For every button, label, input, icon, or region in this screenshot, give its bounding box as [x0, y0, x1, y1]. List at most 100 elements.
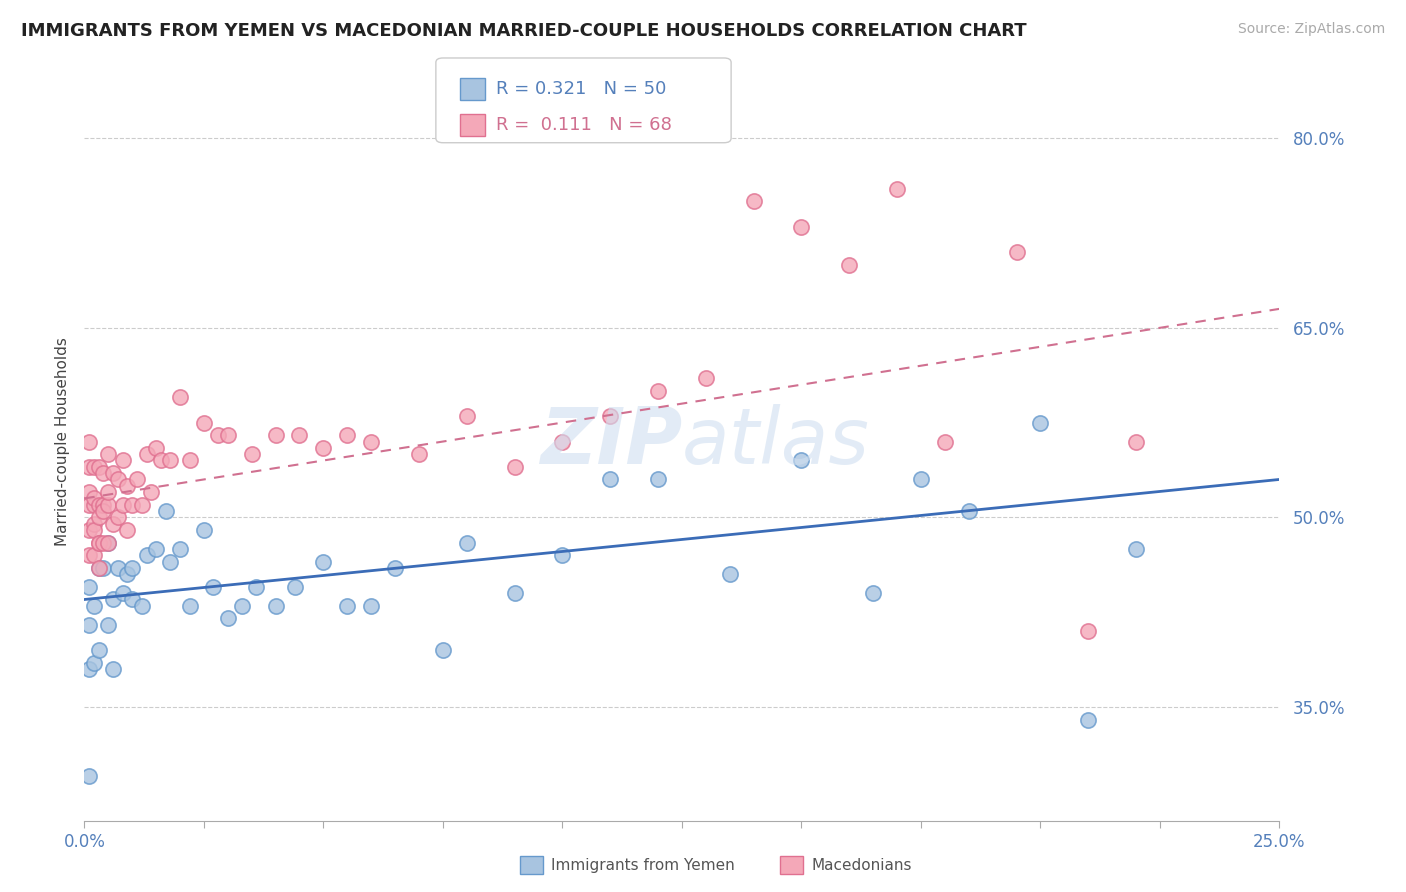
Text: atlas: atlas: [682, 403, 870, 480]
Point: [264, 599, 287, 613]
Point: [121, 498, 143, 512]
Point: [141, 485, 163, 500]
Point: [83, 656, 105, 670]
Text: R =  0.111   N = 68: R = 0.111 N = 68: [496, 116, 672, 134]
Point: [101, 592, 124, 607]
Point: [934, 434, 956, 449]
Point: [83, 523, 105, 537]
Point: [87, 510, 110, 524]
Point: [135, 548, 157, 563]
Text: ZIP: ZIP: [540, 403, 682, 480]
Point: [456, 409, 478, 424]
Point: [77, 580, 100, 594]
Point: [599, 409, 621, 424]
Point: [83, 548, 105, 563]
Point: [145, 541, 167, 556]
Point: [97, 485, 120, 500]
Point: [1125, 434, 1147, 449]
Point: [149, 453, 172, 467]
Point: [288, 428, 311, 442]
Point: [135, 447, 157, 461]
Point: [551, 548, 574, 563]
Text: Immigrants from Yemen: Immigrants from Yemen: [551, 858, 735, 872]
Point: [336, 428, 359, 442]
Point: [217, 611, 239, 625]
Point: [1077, 713, 1099, 727]
Point: [284, 580, 307, 594]
Point: [131, 498, 153, 512]
Point: [77, 498, 100, 512]
Point: [93, 498, 115, 512]
Point: [862, 586, 884, 600]
Point: [838, 258, 860, 272]
Text: IMMIGRANTS FROM YEMEN VS MACEDONIAN MARRIED-COUPLE HOUSEHOLDS CORRELATION CHART: IMMIGRANTS FROM YEMEN VS MACEDONIAN MARR…: [21, 22, 1026, 40]
Point: [97, 447, 120, 461]
Point: [193, 523, 215, 537]
Point: [117, 567, 139, 582]
Point: [83, 516, 105, 531]
Point: [97, 535, 120, 549]
Point: [910, 472, 932, 486]
Point: [1125, 541, 1147, 556]
Text: R = 0.321   N = 50: R = 0.321 N = 50: [496, 80, 666, 98]
Point: [599, 472, 621, 486]
Point: [77, 548, 100, 563]
Text: Macedonians: Macedonians: [811, 858, 911, 872]
Y-axis label: Married-couple Households: Married-couple Households: [55, 337, 70, 546]
Point: [503, 459, 526, 474]
Point: [107, 510, 129, 524]
Point: [1029, 416, 1052, 430]
Point: [503, 586, 526, 600]
Point: [117, 523, 139, 537]
Point: [117, 479, 139, 493]
Point: [742, 194, 765, 209]
Point: [121, 592, 143, 607]
Point: [97, 617, 120, 632]
Point: [647, 472, 669, 486]
Point: [432, 643, 454, 657]
Point: [217, 428, 239, 442]
Point: [77, 769, 100, 783]
Point: [155, 504, 177, 518]
Point: [159, 555, 181, 569]
Point: [240, 447, 263, 461]
Point: [408, 447, 430, 461]
Point: [87, 535, 110, 549]
Point: [93, 466, 115, 480]
Point: [231, 599, 253, 613]
Point: [202, 580, 225, 594]
Point: [790, 453, 813, 467]
Point: [695, 371, 717, 385]
Point: [111, 453, 134, 467]
Point: [87, 535, 110, 549]
Point: [169, 390, 191, 404]
Point: [131, 599, 153, 613]
Point: [101, 516, 124, 531]
Point: [179, 599, 201, 613]
Point: [93, 561, 115, 575]
Point: [169, 541, 191, 556]
Point: [1005, 244, 1028, 259]
Point: [159, 453, 181, 467]
Text: Source: ZipAtlas.com: Source: ZipAtlas.com: [1237, 22, 1385, 37]
Point: [145, 441, 167, 455]
Point: [456, 535, 478, 549]
Point: [77, 459, 100, 474]
Point: [360, 599, 382, 613]
Point: [125, 472, 148, 486]
Point: [87, 459, 110, 474]
Point: [193, 416, 215, 430]
Point: [107, 472, 129, 486]
Point: [121, 561, 143, 575]
Point: [551, 434, 574, 449]
Point: [87, 561, 110, 575]
Point: [77, 523, 100, 537]
Point: [312, 441, 335, 455]
Point: [360, 434, 382, 449]
Point: [886, 182, 908, 196]
Point: [790, 219, 813, 234]
Point: [87, 643, 110, 657]
Point: [101, 662, 124, 676]
Point: [1077, 624, 1099, 639]
Point: [93, 535, 115, 549]
